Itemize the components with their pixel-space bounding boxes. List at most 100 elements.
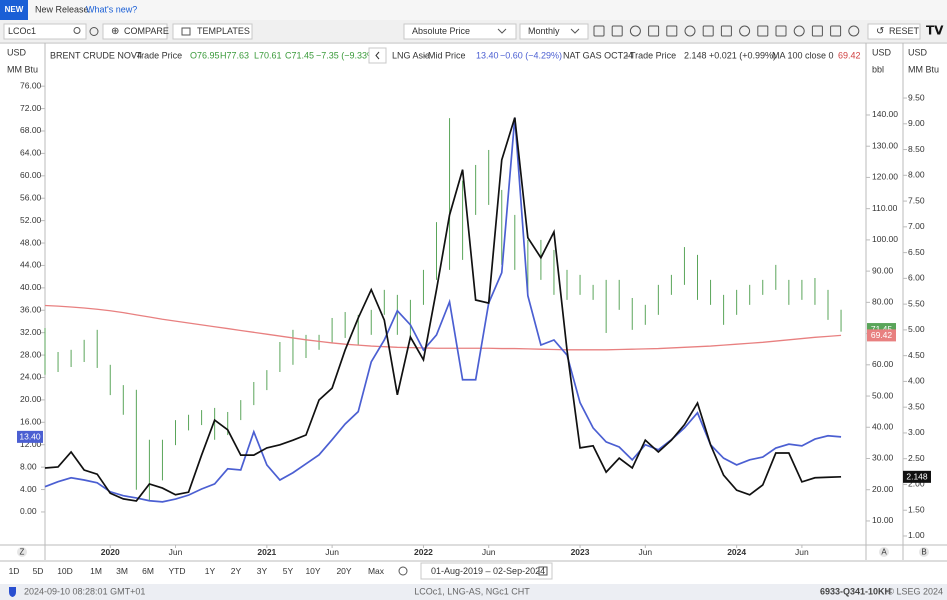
y-tick-label: 32.00 [20, 327, 42, 337]
tool-icon[interactable] [811, 25, 823, 37]
tool-icon[interactable] [848, 25, 860, 37]
legend-open: O76.95 [190, 50, 220, 60]
y-tick-label: 7.50 [908, 195, 925, 205]
y-tick-label: 28.00 [20, 349, 42, 359]
clock-icon[interactable] [89, 27, 99, 36]
tool-icon[interactable] [666, 25, 678, 37]
calendar-icon [538, 566, 548, 576]
series-line [44, 304, 842, 351]
axis-letter-bg [919, 547, 929, 557]
tool-icon[interactable] [720, 25, 732, 37]
y-tick-label: 72.00 [20, 103, 42, 113]
y-tick-label: 4.00 [20, 484, 37, 494]
legend-change: −7.35 (−9.33%) [316, 50, 378, 60]
y-tick-label: 110.00 [872, 203, 898, 213]
legend-name: NAT GAS OCT24 [563, 50, 633, 60]
shield-icon [9, 587, 16, 597]
tool-icon[interactable] [775, 25, 787, 37]
banner-text: New Release. [35, 4, 91, 14]
y-tick-label: 48.00 [20, 237, 42, 247]
tool-icon[interactable] [830, 25, 842, 37]
search-icon[interactable] [73, 27, 81, 34]
x-tick-label: Jun [795, 547, 809, 557]
range-button[interactable]: 3Y [257, 566, 268, 576]
legend-change: +0.021 (+0.99%) [709, 50, 776, 60]
range-button[interactable]: YTD [169, 566, 186, 576]
x-tick-label: Jun [169, 547, 183, 557]
tool-icon[interactable] [739, 25, 751, 37]
y-tick-label: 90.00 [872, 265, 894, 275]
last-value-badge [903, 470, 931, 483]
range-button[interactable]: Max [368, 566, 385, 576]
range-button[interactable]: 3M [116, 566, 128, 576]
y-tick-label: 0.00 [20, 506, 37, 516]
axis-letter[interactable]: Z [20, 548, 25, 557]
y-tick-label: 20.00 [20, 394, 42, 404]
date-range-text: 01-Aug-2019 – 02-Sep-2024 [431, 566, 545, 576]
price-mode-select[interactable] [403, 23, 517, 40]
y-tick-label: 44.00 [20, 260, 42, 270]
copyright: © LSEG 2024 [887, 586, 943, 596]
tool-icon[interactable] [757, 25, 769, 37]
separator [626, 55, 628, 57]
range-button[interactable]: 5Y [283, 566, 294, 576]
tool-icon[interactable] [648, 25, 660, 37]
axis-letter[interactable]: B [921, 548, 926, 557]
series-line [44, 117, 842, 502]
y-tick-label: 30.00 [872, 453, 894, 463]
range-button[interactable]: 1D [9, 566, 20, 576]
x-tick-label: 2022 [414, 547, 433, 557]
range-button[interactable]: 10D [57, 566, 73, 576]
settings-icon[interactable] [398, 566, 408, 576]
axis-unit[interactable]: MM Btu [908, 64, 939, 74]
y-tick-label: 60.00 [20, 170, 42, 180]
tool-icon[interactable] [629, 25, 641, 37]
range-button[interactable]: 5D [33, 566, 44, 576]
templates-button[interactable] [172, 23, 253, 40]
ric-text: LCOc1 [8, 26, 36, 36]
legend-name: LNG Asia [392, 50, 430, 60]
axis-unit[interactable]: MM Btu [7, 64, 38, 74]
axis-unit[interactable]: USD [872, 47, 892, 57]
banner [0, 0, 947, 20]
axis-unit[interactable]: USD [7, 47, 27, 57]
interval-select[interactable] [519, 23, 589, 40]
range-button[interactable]: 1Y [205, 566, 216, 576]
tool-icon[interactable] [684, 25, 696, 37]
tool-icons [593, 25, 860, 37]
legend-collapse[interactable] [368, 47, 387, 64]
plot: 0.00 4.00 8.00 12.00 16.00 20.00 24.00 28.00 32.… [17, 80, 931, 557]
tool-icon[interactable] [702, 25, 714, 37]
axis-unit[interactable]: USD [908, 47, 928, 57]
x-tick-label: Jun [482, 547, 496, 557]
y-tick-label: 6.00 [908, 273, 925, 283]
ric-input[interactable] [3, 23, 87, 40]
y-tick-label: 64.00 [20, 148, 42, 158]
last-value-label: 71.45 [871, 324, 893, 334]
compare-button[interactable] [102, 23, 168, 40]
whats-new-link[interactable]: What's new? [86, 4, 137, 14]
range-button[interactable]: 1M [90, 566, 102, 576]
range-button[interactable]: 20Y [336, 566, 351, 576]
legend-low: L70.61 [254, 50, 282, 60]
tool-icon[interactable] [593, 25, 605, 37]
y-tick-label: 50.00 [872, 390, 894, 400]
legend-field: Trade Price [630, 50, 676, 60]
tool-icon[interactable] [611, 25, 623, 37]
date-range[interactable] [420, 562, 553, 580]
tool-icon[interactable] [793, 25, 805, 37]
range-button[interactable]: 10Y [305, 566, 320, 576]
y-tick-label: 2.00 [908, 479, 925, 489]
y-tick-label: 10.00 [872, 515, 894, 525]
reset-button[interactable] [867, 23, 921, 40]
compare-text: COMPARE [124, 26, 169, 36]
legend-last: 13.40 [476, 50, 499, 60]
range-button[interactable]: 6M [142, 566, 154, 576]
y-tick-label: 4.50 [908, 350, 925, 360]
axis-letter-bg [879, 547, 889, 557]
y-tick-label: 140.00 [872, 109, 898, 119]
range-button[interactable]: 2Y [231, 566, 242, 576]
axis-unit[interactable]: bbl [872, 64, 884, 74]
axis-letter[interactable]: A [881, 548, 887, 557]
last-value-label: 69.42 [871, 330, 893, 340]
